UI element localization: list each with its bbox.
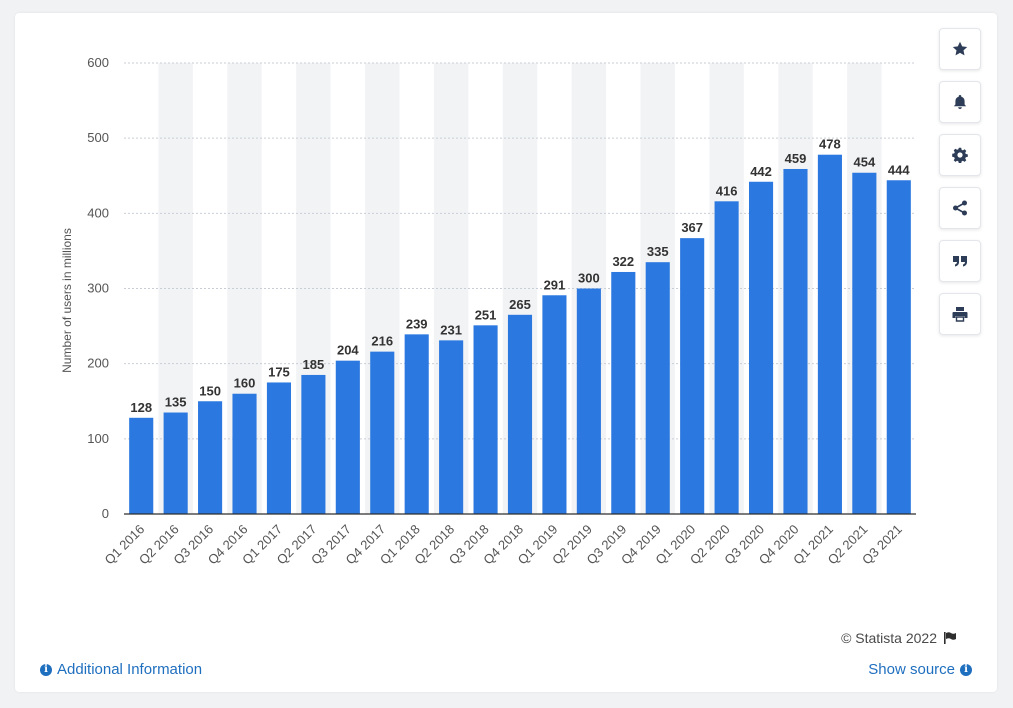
bar (611, 271, 636, 514)
bar (886, 180, 911, 514)
bar (439, 340, 464, 514)
data-label: 150 (199, 383, 221, 398)
bar (129, 417, 154, 514)
y-tick-label: 600 (87, 55, 109, 70)
y-tick-label: 200 (87, 356, 109, 371)
data-label: 322 (612, 254, 634, 269)
favorite-button[interactable] (939, 28, 981, 70)
bar (645, 262, 670, 514)
bar (266, 382, 292, 514)
settings-button[interactable] (939, 134, 981, 176)
bar (714, 201, 739, 514)
star-icon (952, 41, 968, 56)
data-label: 442 (750, 164, 772, 179)
data-label: 265 (509, 297, 531, 312)
quote-icon (953, 256, 967, 267)
statista-credit: © Statista 2022 (841, 630, 957, 646)
share-button[interactable] (939, 187, 981, 229)
bar (576, 288, 601, 514)
bar (335, 360, 360, 514)
data-label: 216 (371, 334, 393, 349)
bar (404, 334, 429, 514)
credit-text: © Statista 2022 (841, 630, 937, 646)
chart-card: 0 100 200 300 400 500 600 128 Q1 2016 135 Q2 2016 1… (15, 13, 997, 692)
data-label: 416 (716, 183, 738, 198)
data-label: 478 (819, 137, 841, 152)
y-axis-title: Number of users in millions (60, 228, 74, 373)
data-label: 185 (303, 357, 325, 372)
gear-icon (952, 147, 968, 163)
data-label: 444 (888, 162, 910, 177)
data-label: 300 (578, 271, 600, 286)
data-label: 291 (544, 277, 566, 292)
bar (817, 154, 842, 514)
info-icon: i (40, 663, 52, 676)
bar (542, 295, 567, 514)
data-label: 231 (440, 322, 462, 337)
bar (301, 374, 326, 514)
bar (680, 238, 705, 514)
show-source-link[interactable]: Show source i (868, 661, 972, 678)
flag-icon[interactable] (943, 631, 957, 645)
data-label: 239 (406, 316, 428, 331)
y-tick-label: 400 (87, 205, 109, 220)
additional-information-link[interactable]: i Additional Information (40, 661, 202, 678)
bell-icon (953, 95, 967, 109)
data-label: 160 (234, 376, 256, 391)
y-tick-label: 100 (87, 431, 109, 446)
bar (748, 181, 774, 514)
data-label: 135 (165, 395, 187, 410)
show-source-label: Show source (868, 661, 955, 678)
info-icon: i (960, 663, 972, 676)
bar (473, 325, 498, 514)
additional-information-label: Additional Information (57, 661, 203, 678)
bar (198, 401, 223, 514)
bar (163, 412, 188, 514)
data-label: 175 (268, 364, 290, 379)
data-label: 335 (647, 244, 669, 259)
y-tick-label: 0 (102, 506, 109, 521)
bar (852, 172, 877, 514)
data-label: 251 (475, 307, 497, 322)
print-icon (952, 307, 968, 322)
data-label: 454 (853, 155, 875, 170)
data-label: 128 (130, 400, 152, 415)
y-tick-label: 500 (87, 130, 109, 145)
share-icon (953, 200, 967, 216)
data-label: 367 (681, 220, 703, 235)
notification-button[interactable] (939, 81, 981, 123)
print-button[interactable] (939, 293, 981, 335)
bar (783, 168, 808, 515)
cite-button[interactable] (939, 240, 981, 282)
y-tick-label: 300 (87, 281, 109, 296)
bar (232, 393, 257, 514)
data-label: 204 (337, 343, 359, 358)
bar (507, 314, 533, 514)
data-label: 459 (785, 151, 807, 166)
bar (370, 351, 395, 514)
